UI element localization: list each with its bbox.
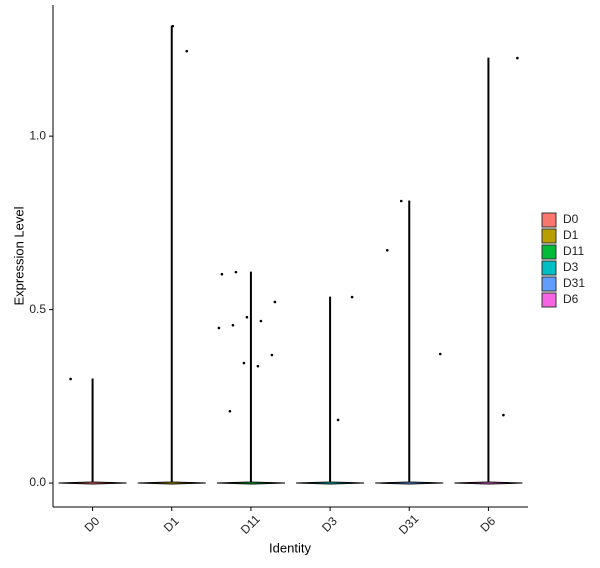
point bbox=[185, 49, 189, 53]
point bbox=[256, 364, 260, 368]
point bbox=[228, 409, 232, 413]
point bbox=[259, 319, 263, 323]
point bbox=[399, 199, 403, 203]
point bbox=[385, 248, 389, 252]
violin bbox=[58, 378, 127, 485]
y-tick-label: 1.0 bbox=[29, 128, 46, 142]
point bbox=[171, 24, 175, 28]
legend-key bbox=[541, 292, 557, 308]
point bbox=[217, 326, 221, 330]
legend-label: D6 bbox=[563, 292, 579, 306]
point bbox=[231, 323, 235, 327]
violin bbox=[375, 200, 444, 485]
point bbox=[350, 295, 354, 299]
point bbox=[336, 418, 340, 422]
legend-key bbox=[541, 212, 557, 228]
x-tick-label: D0 bbox=[82, 514, 103, 535]
point bbox=[438, 352, 442, 356]
violin bbox=[454, 57, 523, 485]
y-tick-label: 0.0 bbox=[29, 475, 46, 489]
legend-label: D0 bbox=[563, 212, 579, 226]
point bbox=[502, 413, 505, 417]
y-axis-title: Expression Level bbox=[11, 206, 26, 305]
point bbox=[69, 377, 72, 381]
x-tick-label: D3 bbox=[319, 514, 340, 535]
point bbox=[516, 56, 519, 60]
legend-key bbox=[541, 276, 557, 292]
x-tick-label: D11 bbox=[238, 512, 263, 537]
legend-label: D31 bbox=[563, 276, 585, 290]
legend-key bbox=[541, 244, 557, 260]
x-tick-label: D6 bbox=[477, 514, 498, 535]
legend-key bbox=[541, 228, 557, 244]
violin bbox=[216, 271, 285, 485]
point bbox=[270, 353, 274, 357]
x-tick-label: D31 bbox=[396, 511, 422, 537]
y-tick-label: 0.5 bbox=[29, 302, 46, 316]
legend-key bbox=[541, 260, 557, 276]
x-axis-title: Identity bbox=[269, 540, 311, 555]
legend-label: D3 bbox=[563, 260, 579, 274]
legend-label: D1 bbox=[563, 228, 579, 242]
point bbox=[242, 361, 246, 365]
point bbox=[273, 300, 277, 304]
point bbox=[234, 270, 238, 274]
point bbox=[220, 272, 224, 276]
x-tick-label: D1 bbox=[161, 514, 182, 535]
point bbox=[245, 315, 249, 319]
legend-label: D11 bbox=[563, 244, 584, 258]
violin bbox=[137, 25, 206, 485]
violin bbox=[296, 296, 365, 485]
